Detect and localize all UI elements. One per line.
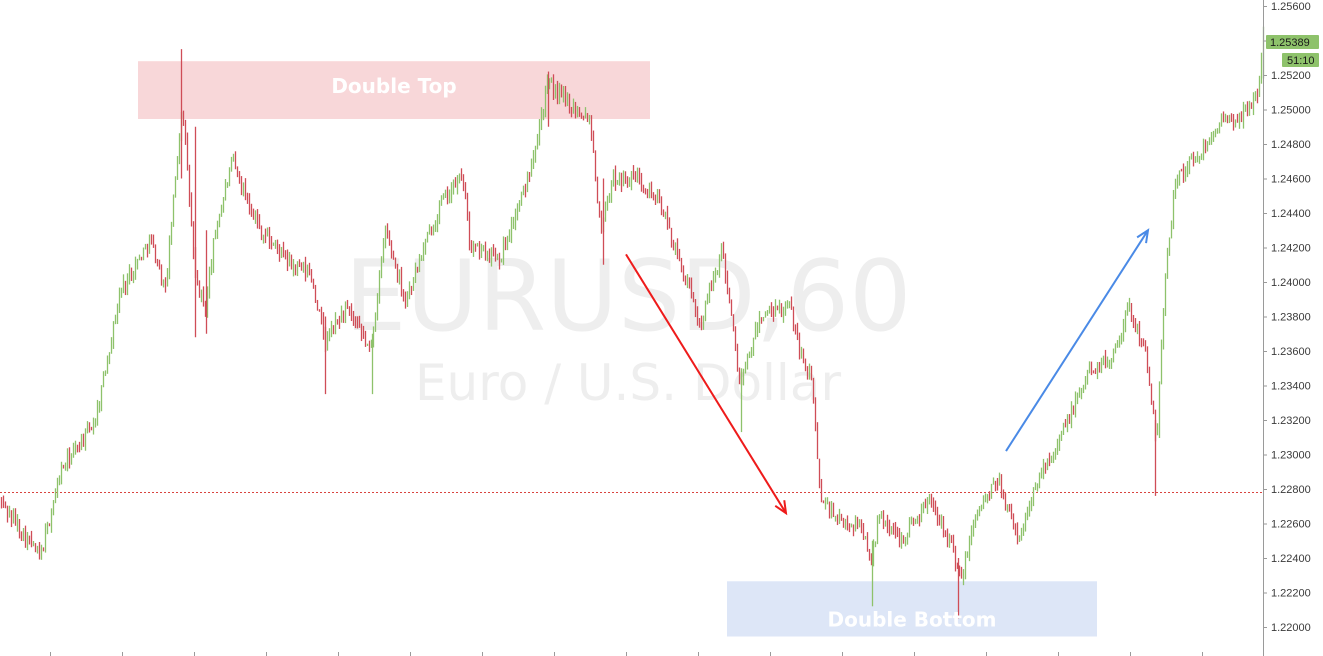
current-price-label: 1.25389 [1270, 37, 1310, 49]
double-top-label: Double Top [331, 74, 456, 98]
trend-arrows [625, 228, 1150, 516]
arrow-head [774, 500, 788, 516]
price-axis-label: 1.24800 [1271, 139, 1311, 151]
price-axis-label: 1.25200 [1271, 70, 1311, 82]
price-axis-label: 1.22400 [1271, 553, 1311, 565]
price-axis-label: 1.22800 [1271, 484, 1311, 496]
price-axis[interactable]: 1.256001.254001.252001.250001.248001.246… [1263, 0, 1311, 656]
price-axis-label: 1.23400 [1271, 381, 1311, 393]
price-axis-label: 1.24200 [1271, 243, 1311, 255]
candlestick-series [0, 26, 1265, 619]
double-top-zone [138, 61, 650, 119]
price-axis-label: 1.24600 [1271, 174, 1311, 186]
current-price-box [1266, 35, 1319, 49]
arrow-shaft [1005, 229, 1149, 452]
pattern-labels: Double Top Double Bottom [331, 74, 996, 631]
price-axis-label: 1.24400 [1271, 208, 1311, 220]
price-axis-label: 1.23200 [1271, 415, 1311, 427]
uptrend-arrow [1005, 228, 1150, 452]
arrow-head [1136, 228, 1150, 244]
current-price-badge: 1.25389 51:10 [1266, 35, 1319, 67]
arrow-shaft [625, 253, 787, 514]
price-axis-label: 1.23000 [1271, 450, 1311, 462]
countdown-box [1282, 53, 1319, 67]
price-axis-label: 1.22000 [1271, 622, 1311, 634]
double-bottom-label: Double Bottom [828, 607, 997, 631]
watermark-description: Euro / U.S. Dollar [415, 354, 841, 412]
price-axis-label: 1.23800 [1271, 312, 1311, 324]
time-axis-ticks [50, 652, 1203, 656]
price-axis-label: 1.25600 [1271, 1, 1311, 13]
price-axis-label: 1.24000 [1271, 277, 1311, 289]
countdown-label: 51:10 [1287, 55, 1315, 67]
price-axis-label: 1.25000 [1271, 105, 1311, 117]
price-axis-label: 1.22200 [1271, 588, 1311, 600]
pattern-zones [138, 61, 1097, 637]
double-bottom-zone [727, 581, 1097, 637]
price-axis-label: 1.23600 [1271, 346, 1311, 358]
price-axis-label: 1.22600 [1271, 519, 1311, 531]
downtrend-arrow [625, 253, 788, 516]
